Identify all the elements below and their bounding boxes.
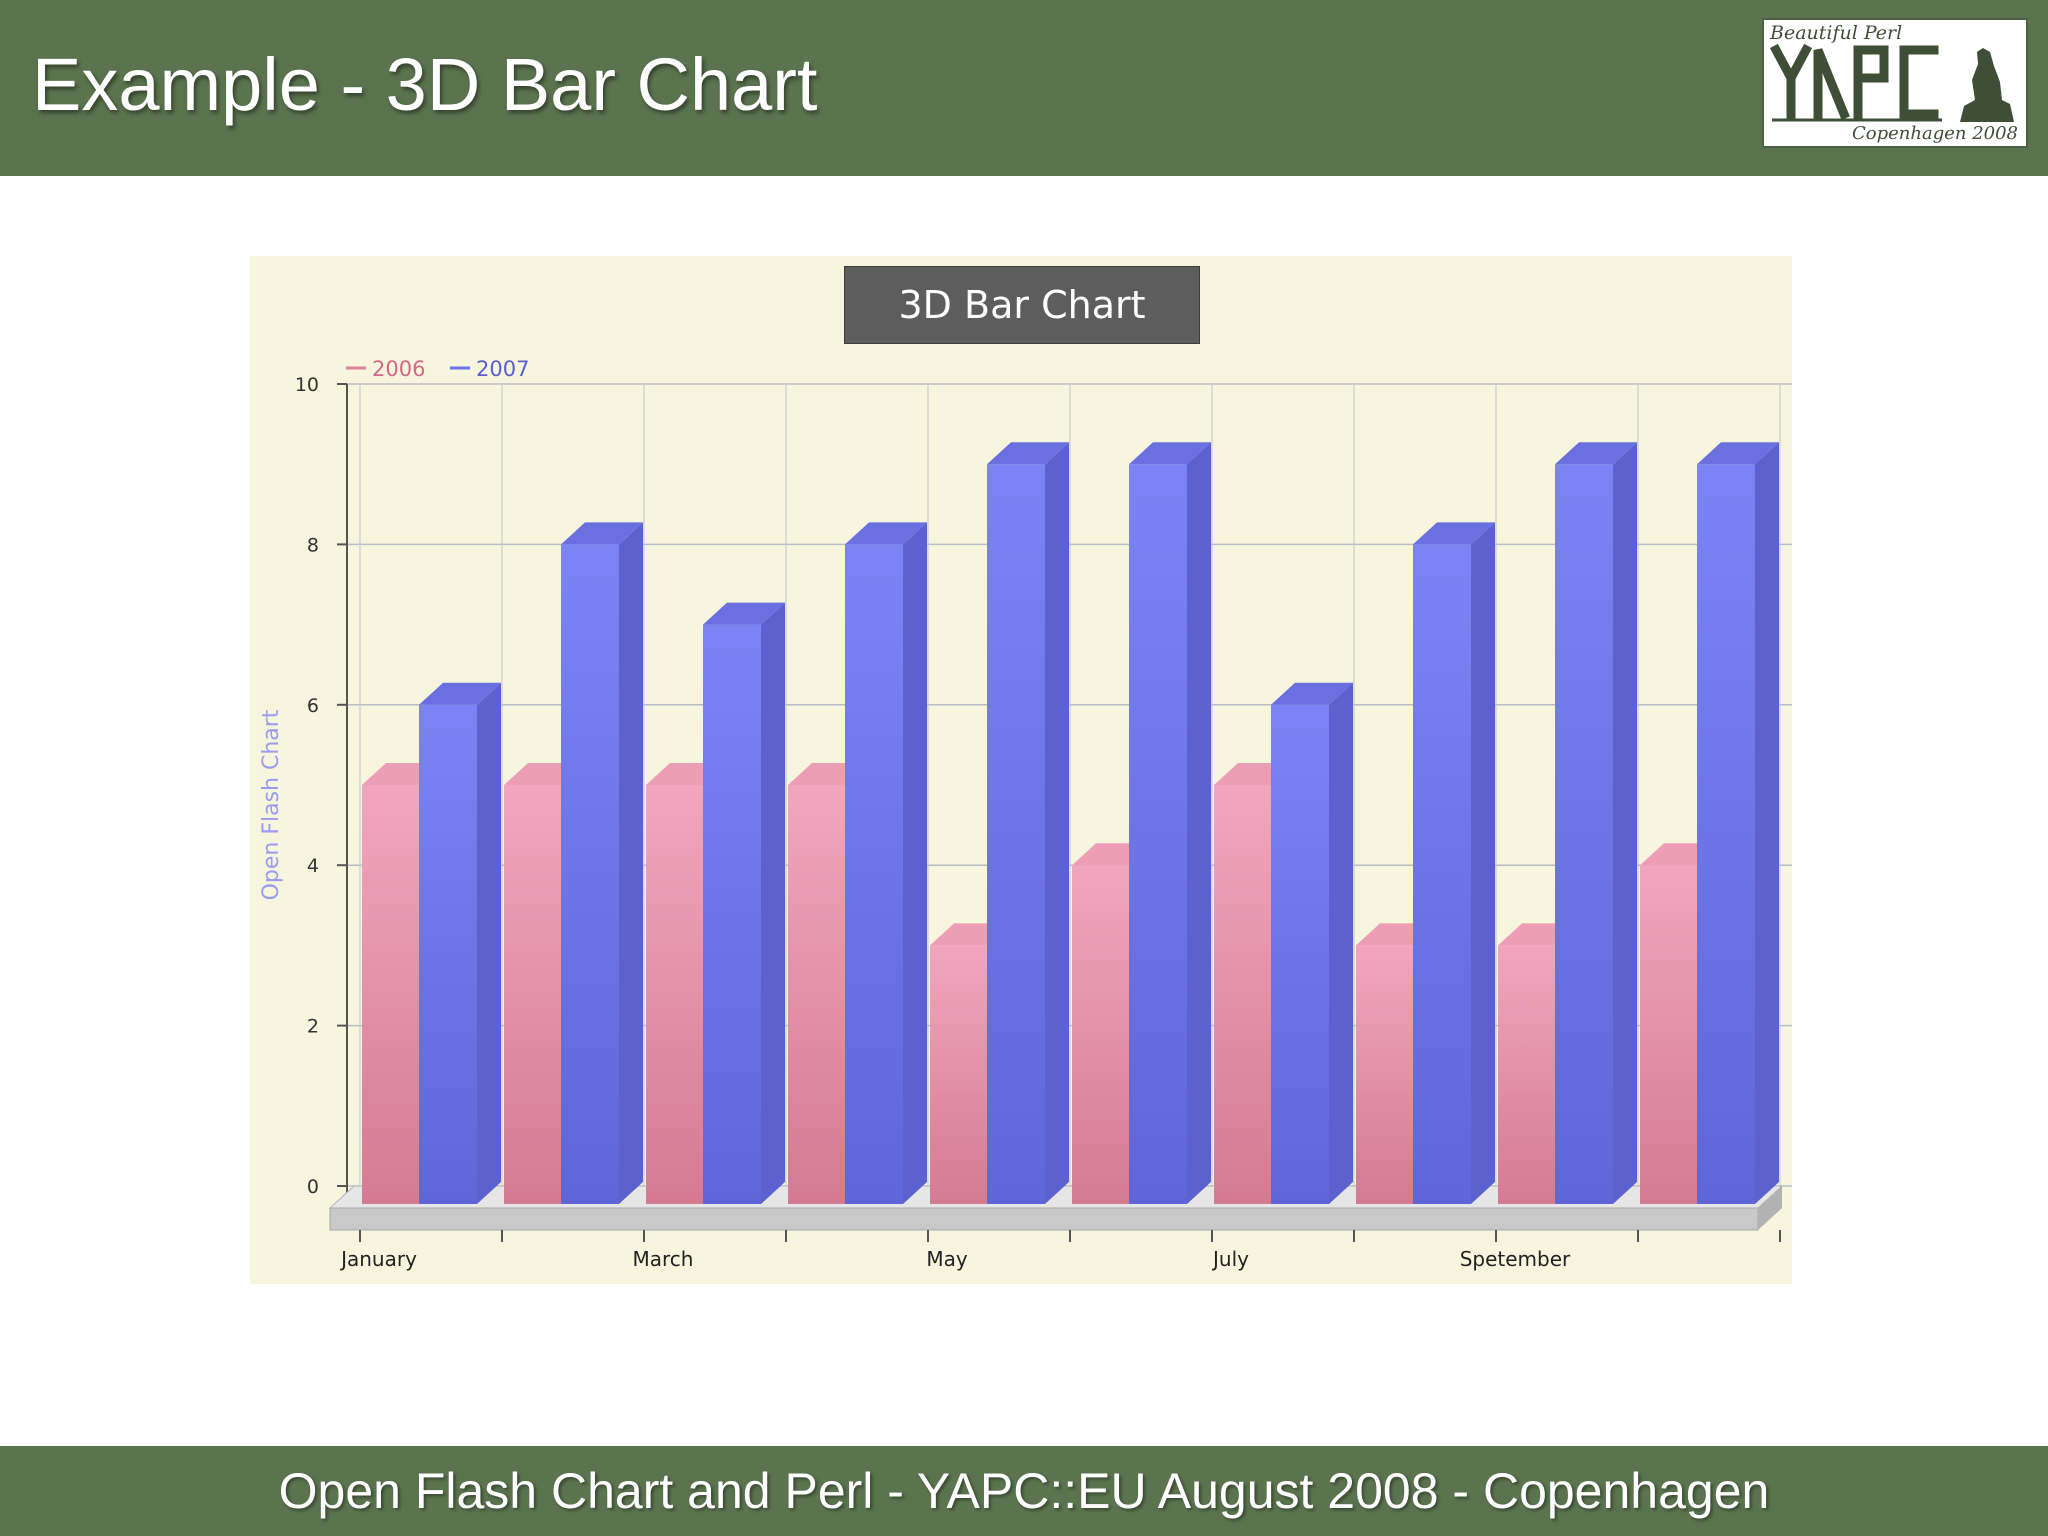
bar-2007 [703,602,785,1204]
footer-text: Open Flash Chart and Perl - YAPC::EU Aug… [278,1463,1770,1519]
y-tick-label: 0 [307,1176,319,1198]
bar-2007 [987,442,1069,1204]
slide-title: Example - 3D Bar Chart [32,43,818,126]
bar-2007 [1697,442,1779,1204]
little-mermaid-silhouette-icon [1960,48,2014,122]
chart-floor-side [1758,1186,1782,1230]
y-tick-label: 8 [307,534,319,556]
bar-2007 [1413,522,1495,1204]
bar-2007 [561,522,643,1204]
x-tick-label: January [339,1247,417,1271]
logo-graphic [1769,43,2014,122]
y-axis-title: Open Flash Chart [259,709,284,900]
legend-label: 2007 [476,357,529,381]
slide-header: Example - 3D Bar Chart Beautiful Perl Co… [0,0,2048,176]
x-tick-label: July [1211,1247,1249,1271]
bar-chart: 0 2 4 6 8 10 January March May July Spetember Open … [259,357,1792,1271]
x-tick-label: Spetember [1460,1247,1571,1271]
y-tick-label: 10 [295,374,319,396]
bar-2007 [845,522,927,1204]
bar-2007 [1555,442,1637,1204]
chart-floor-front [329,1207,1759,1231]
legend-label: 2006 [372,357,425,381]
bar-2007 [1271,682,1353,1204]
x-tick-label: March [633,1247,694,1271]
y-tick-label: 4 [307,855,319,877]
logo-bottom-text: Copenhagen 2008 [1852,123,2018,144]
bar-2007 [1129,442,1211,1204]
yapc-logo: Beautiful Perl Copenhagen 2008 [1762,18,2028,148]
chart-title: 3D Bar Chart [844,266,1200,344]
y-tick-label: 2 [307,1016,319,1038]
bar-2007 [419,682,501,1204]
y-tick-label: 6 [307,695,319,717]
chart-panel: 0 2 4 6 8 10 January March May July Spetember Open … [250,256,1792,1284]
logo-top-text: Beautiful Perl [1770,22,1903,44]
x-tick-label: May [926,1247,968,1271]
slide-footer: Open Flash Chart and Perl - YAPC::EU Aug… [0,1446,2048,1536]
